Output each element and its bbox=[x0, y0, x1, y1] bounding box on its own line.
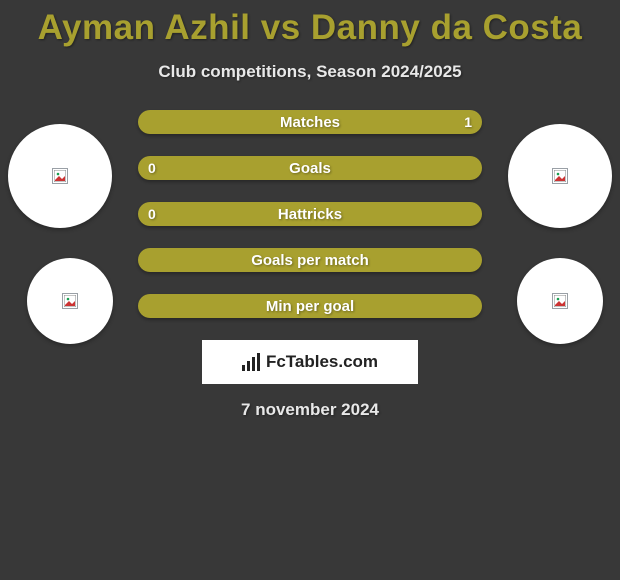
stat-label: Hattricks bbox=[278, 206, 342, 223]
stat-label: Goals bbox=[289, 160, 331, 177]
stat-left-value: 0 bbox=[148, 202, 156, 226]
stat-row-goals-per-match: Goals per match bbox=[138, 248, 482, 272]
image-placeholder-icon bbox=[552, 293, 568, 309]
stat-label: Goals per match bbox=[251, 252, 369, 269]
bar-chart-icon bbox=[242, 353, 260, 371]
date-label: 7 november 2024 bbox=[0, 400, 620, 420]
stats-rows: Matches 1 0 Goals 0 Hattricks Goals per … bbox=[138, 110, 482, 318]
stat-row-hattricks: 0 Hattricks bbox=[138, 202, 482, 226]
player1-avatar-circle bbox=[8, 124, 112, 228]
stat-label: Min per goal bbox=[266, 298, 354, 315]
page-title: Ayman Azhil vs Danny da Costa bbox=[0, 0, 620, 48]
stat-row-goals: 0 Goals bbox=[138, 156, 482, 180]
source-logo: FcTables.com bbox=[202, 340, 418, 384]
stat-row-min-per-goal: Min per goal bbox=[138, 294, 482, 318]
player1-club-circle bbox=[27, 258, 113, 344]
stat-row-matches: Matches 1 bbox=[138, 110, 482, 134]
logo-label: FcTables.com bbox=[266, 352, 378, 372]
image-placeholder-icon bbox=[62, 293, 78, 309]
image-placeholder-icon bbox=[52, 168, 68, 184]
subtitle: Club competitions, Season 2024/2025 bbox=[0, 62, 620, 82]
image-placeholder-icon bbox=[552, 168, 568, 184]
stat-label: Matches bbox=[280, 114, 340, 131]
player2-club-circle bbox=[517, 258, 603, 344]
stat-right-value: 1 bbox=[464, 110, 472, 134]
stat-left-value: 0 bbox=[148, 156, 156, 180]
comparison-card: Ayman Azhil vs Danny da Costa Club compe… bbox=[0, 0, 620, 420]
logo-text: FcTables.com bbox=[242, 352, 378, 372]
player2-avatar-circle bbox=[508, 124, 612, 228]
